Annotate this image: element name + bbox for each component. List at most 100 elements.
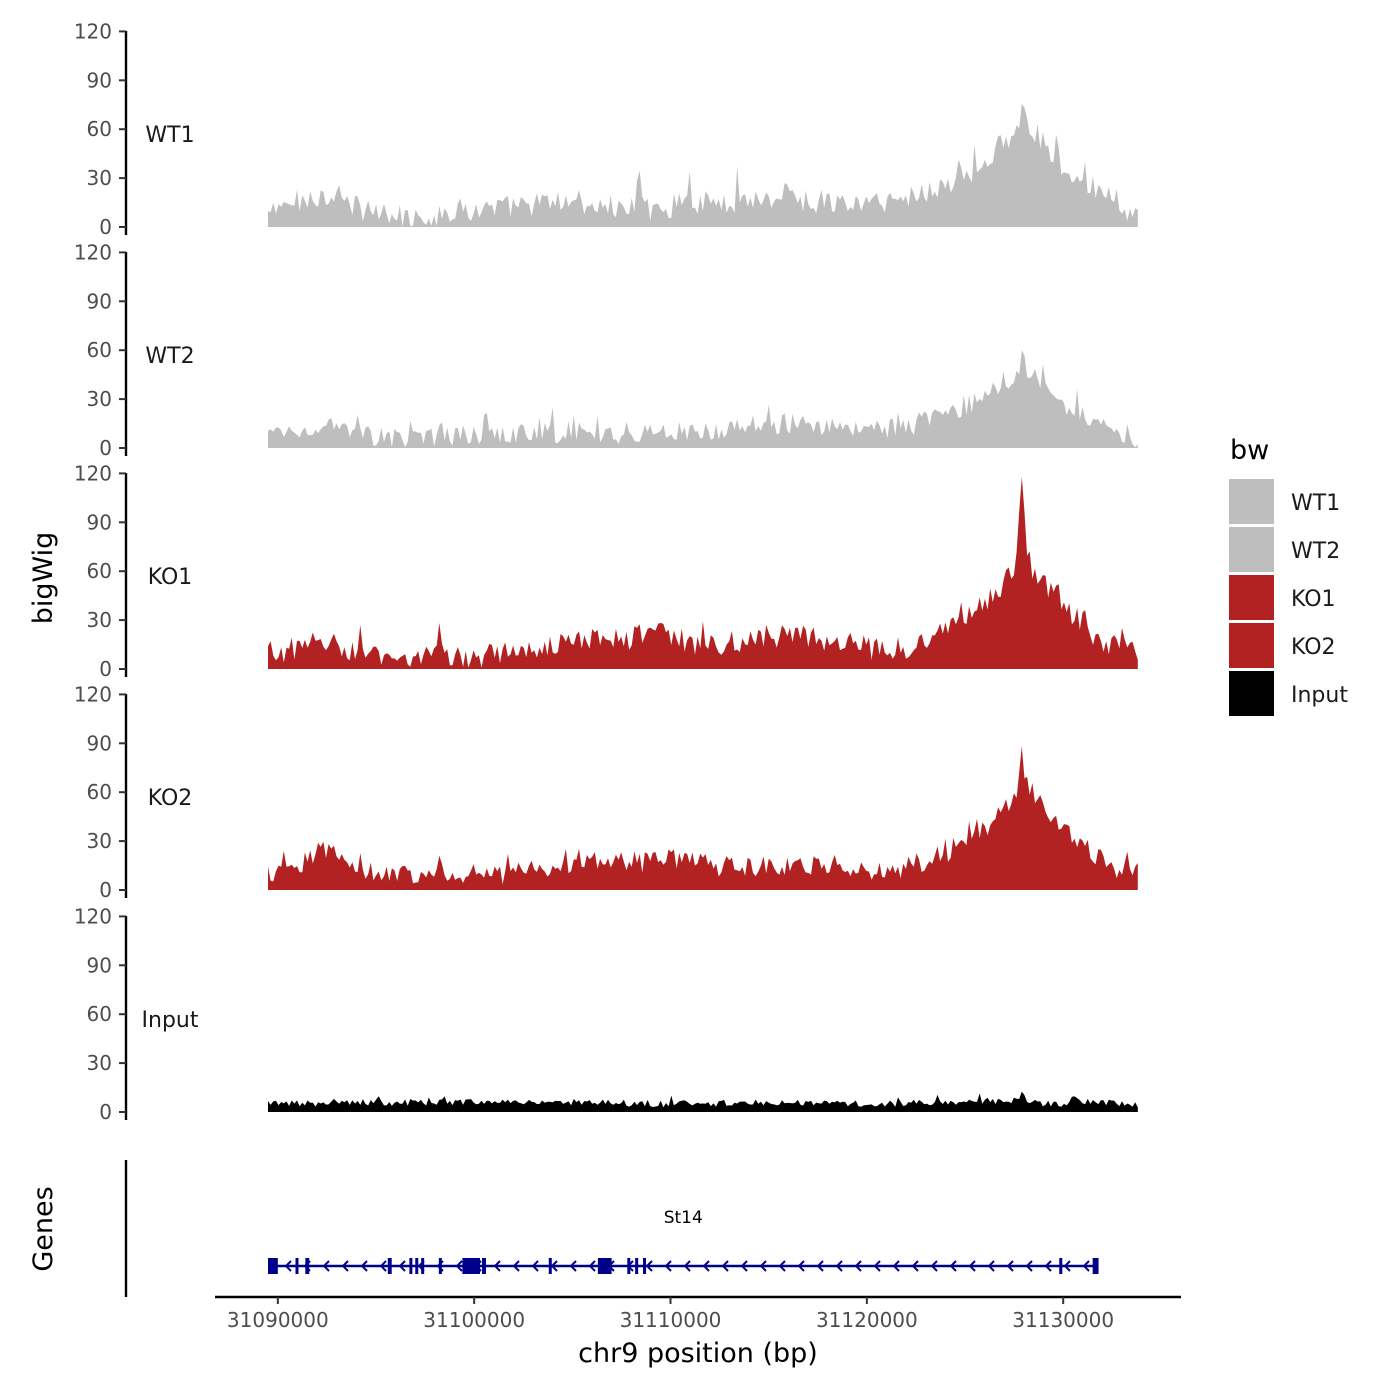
- genes-panel: St14: [124, 1160, 1099, 1297]
- strand-arrow: [721, 1260, 729, 1272]
- x-axis-title: chr9 position (bp): [578, 1338, 818, 1369]
- strand-arrow: [664, 1260, 672, 1272]
- y-tick-label: 120: [74, 240, 112, 264]
- gene-exon: [268, 1258, 278, 1274]
- strand-arrow: [455, 1260, 463, 1272]
- y-tick-label: 0: [99, 1100, 112, 1124]
- y-tick-label: 0: [99, 878, 112, 902]
- x-tick-label: 31110000: [620, 1308, 722, 1332]
- panel-ko2: 0 30 60 90 120 KO2: [74, 682, 1138, 902]
- gene-exon: [438, 1258, 442, 1274]
- strand-arrow: [930, 1260, 938, 1272]
- area-wt2: [268, 350, 1138, 448]
- legend-swatch-input: [1229, 671, 1274, 716]
- y-tick-label: 120: [74, 904, 112, 928]
- panel-wt1: 0 30 60 90 120 WT1: [74, 19, 1138, 239]
- legend-swatch-wt2: [1229, 527, 1274, 572]
- strand-arrow: [683, 1260, 691, 1272]
- signal-panels: 0306090120WT10306090120WT20306090120KO10…: [74, 19, 1138, 1124]
- y-tick-label: 90: [87, 731, 112, 755]
- gene-exon: [635, 1258, 639, 1274]
- gene-exon: [295, 1258, 299, 1274]
- y-tick-label: 120: [74, 461, 112, 485]
- strand-arrow: [835, 1260, 843, 1272]
- strand-arrow: [949, 1260, 957, 1272]
- x-tick-label: 31090000: [227, 1308, 329, 1332]
- panel-label: KO1: [148, 565, 193, 590]
- strand-arrow: [968, 1260, 976, 1272]
- gene-exon: [548, 1258, 552, 1274]
- strand-arrow: [1063, 1260, 1071, 1272]
- strand-arrow: [569, 1260, 577, 1272]
- strand-arrow: [645, 1260, 653, 1272]
- gene-exon: [1092, 1258, 1099, 1274]
- gene-exon: [415, 1258, 419, 1274]
- legend-label-ko1: KO1: [1291, 587, 1336, 612]
- panel-input: 0 30 60 90 120 Input: [74, 904, 1138, 1124]
- strand-arrow: [360, 1260, 368, 1272]
- y-tick-label: 60: [87, 559, 112, 583]
- strand-arrow: [854, 1260, 862, 1272]
- strand-arrow: [341, 1260, 349, 1272]
- y-tick-label: 60: [87, 338, 112, 362]
- gene-exon: [409, 1258, 413, 1274]
- strand-arrow: [322, 1260, 330, 1272]
- area-input: [268, 1091, 1138, 1112]
- x-tick-label: 31100000: [423, 1308, 525, 1332]
- panel-label: WT2: [145, 344, 194, 369]
- y-tick-label: 90: [87, 68, 112, 92]
- y-tick-label: 30: [87, 829, 112, 853]
- strand-arrow: [892, 1260, 900, 1272]
- y-tick-label: 0: [99, 657, 112, 681]
- strand-arrow: [493, 1260, 501, 1272]
- strand-arrow: [588, 1260, 596, 1272]
- strand-arrow: [911, 1260, 919, 1272]
- strand-arrow: [379, 1260, 387, 1272]
- gene-exon: [482, 1258, 486, 1274]
- strand-arrow: [873, 1260, 881, 1272]
- gene-exon: [462, 1258, 481, 1274]
- x-axis: 31090000 31100000 31110000 31120000 31130000: [215, 1295, 1181, 1332]
- y-tick-label: 30: [87, 608, 112, 632]
- strand-arrow: [778, 1260, 786, 1272]
- strand-arrow: [531, 1260, 539, 1272]
- x-tick-label: 31120000: [816, 1308, 918, 1332]
- y-tick-label: 90: [87, 953, 112, 977]
- strand-arrow: [1044, 1260, 1052, 1272]
- legend-label-ko2: KO2: [1291, 635, 1336, 660]
- strand-arrow: [1082, 1260, 1090, 1272]
- strand-arrow: [702, 1260, 710, 1272]
- strand-arrow: [740, 1260, 748, 1272]
- legend: WT1 WT2 KO1 KO2 Input: [1229, 479, 1348, 716]
- strand-arrow: [1025, 1260, 1033, 1272]
- y-tick-label: 0: [99, 215, 112, 239]
- y-tick-label: 60: [87, 117, 112, 141]
- x-tick-label: 31130000: [1012, 1308, 1114, 1332]
- genes-axis-title: Genes: [28, 1186, 59, 1271]
- strand-arrow: [550, 1260, 558, 1272]
- strand-arrow: [816, 1260, 824, 1272]
- strand-arrow: [512, 1260, 520, 1272]
- legend-swatch-ko2: [1229, 623, 1274, 668]
- strand-arrow: [759, 1260, 767, 1272]
- gene-exon: [421, 1258, 425, 1274]
- legend-swatch-wt1: [1229, 479, 1274, 524]
- y-tick-label: 0: [99, 436, 112, 460]
- y-tick-label: 60: [87, 780, 112, 804]
- panel-label: Input: [142, 1008, 199, 1033]
- strand-arrow: [987, 1260, 995, 1272]
- y-tick-label: 90: [87, 289, 112, 313]
- y-tick-label: 90: [87, 510, 112, 534]
- panel-label: WT1: [145, 123, 194, 148]
- gene-exon: [627, 1258, 631, 1274]
- panel-ko1: 0 30 60 90 120 KO1: [74, 461, 1138, 681]
- area-wt1: [268, 103, 1138, 227]
- y-tick-label: 30: [87, 166, 112, 190]
- legend-title: bw: [1230, 435, 1269, 466]
- area-ko2: [268, 746, 1138, 890]
- strand-arrow: [284, 1260, 292, 1272]
- strand-arrow: [1006, 1260, 1014, 1272]
- y-tick-label: 30: [87, 387, 112, 411]
- y-tick-label: 60: [87, 1002, 112, 1026]
